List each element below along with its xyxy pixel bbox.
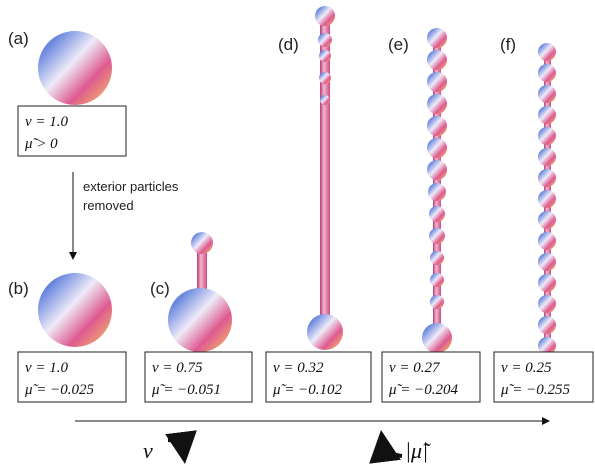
bead	[430, 251, 444, 265]
bead	[427, 50, 447, 70]
bead	[538, 127, 556, 145]
bead	[319, 50, 331, 62]
mu-value: μ̃ > 0	[24, 136, 58, 152]
droplet	[168, 288, 232, 352]
bead	[427, 116, 447, 136]
bead	[427, 94, 447, 114]
v-value: v = 0.75	[152, 360, 203, 376]
bead	[538, 211, 556, 229]
bead	[429, 228, 445, 244]
axis-label: v	[143, 438, 153, 463]
figure: (a) v = 1.0 μ̃ > 0 exterior particles re…	[0, 0, 595, 470]
panel-label: (d)	[278, 35, 299, 54]
bead	[538, 295, 556, 313]
panel-label: (e)	[388, 35, 409, 54]
bead	[427, 72, 447, 92]
v-value: v = 0.25	[501, 360, 552, 376]
bead	[538, 106, 556, 124]
bead	[538, 148, 556, 166]
bead	[320, 95, 330, 105]
bead	[538, 274, 556, 292]
droplet	[422, 323, 452, 353]
bead	[428, 183, 446, 201]
bead	[427, 138, 447, 158]
bead	[429, 206, 445, 222]
bead	[318, 33, 332, 47]
droplet	[38, 31, 112, 105]
panel-label: (c)	[150, 279, 170, 298]
bead	[319, 72, 331, 84]
bead	[538, 169, 556, 187]
bead	[538, 316, 556, 334]
bead	[427, 28, 447, 48]
droplet	[38, 273, 112, 347]
bead	[538, 43, 556, 61]
bead	[427, 160, 447, 180]
panel-label: (f)	[500, 35, 516, 54]
panel-label: (b)	[8, 279, 29, 298]
mu-value: μ̃ = −0.204	[388, 382, 459, 398]
v-value: v = 0.27	[389, 360, 441, 376]
arrow-note: removed	[83, 198, 134, 213]
mu-value: μ̃ = −0.025	[24, 382, 95, 398]
bead	[430, 273, 444, 287]
bead	[538, 232, 556, 250]
arrow-note: exterior particles	[83, 179, 179, 194]
bead	[538, 253, 556, 271]
decrease-arrow	[168, 440, 184, 456]
bead	[430, 295, 444, 309]
droplet	[307, 314, 343, 350]
axis-label: |μ̃|	[405, 438, 431, 463]
bead	[538, 85, 556, 103]
v-value: v = 1.0	[25, 360, 69, 376]
mu-value: μ̃ = −0.255	[500, 382, 571, 398]
bead	[538, 64, 556, 82]
panel-label: (a)	[8, 29, 29, 48]
bead	[538, 190, 556, 208]
mu-value: μ̃ = −0.102	[272, 382, 343, 398]
increase-arrow	[382, 438, 402, 456]
droplet	[191, 232, 213, 254]
mu-value: μ̃ = −0.051	[151, 382, 221, 398]
rod	[320, 16, 330, 332]
v-value: v = 1.0	[25, 114, 69, 130]
v-value: v = 0.32	[273, 360, 324, 376]
droplet	[315, 6, 335, 26]
